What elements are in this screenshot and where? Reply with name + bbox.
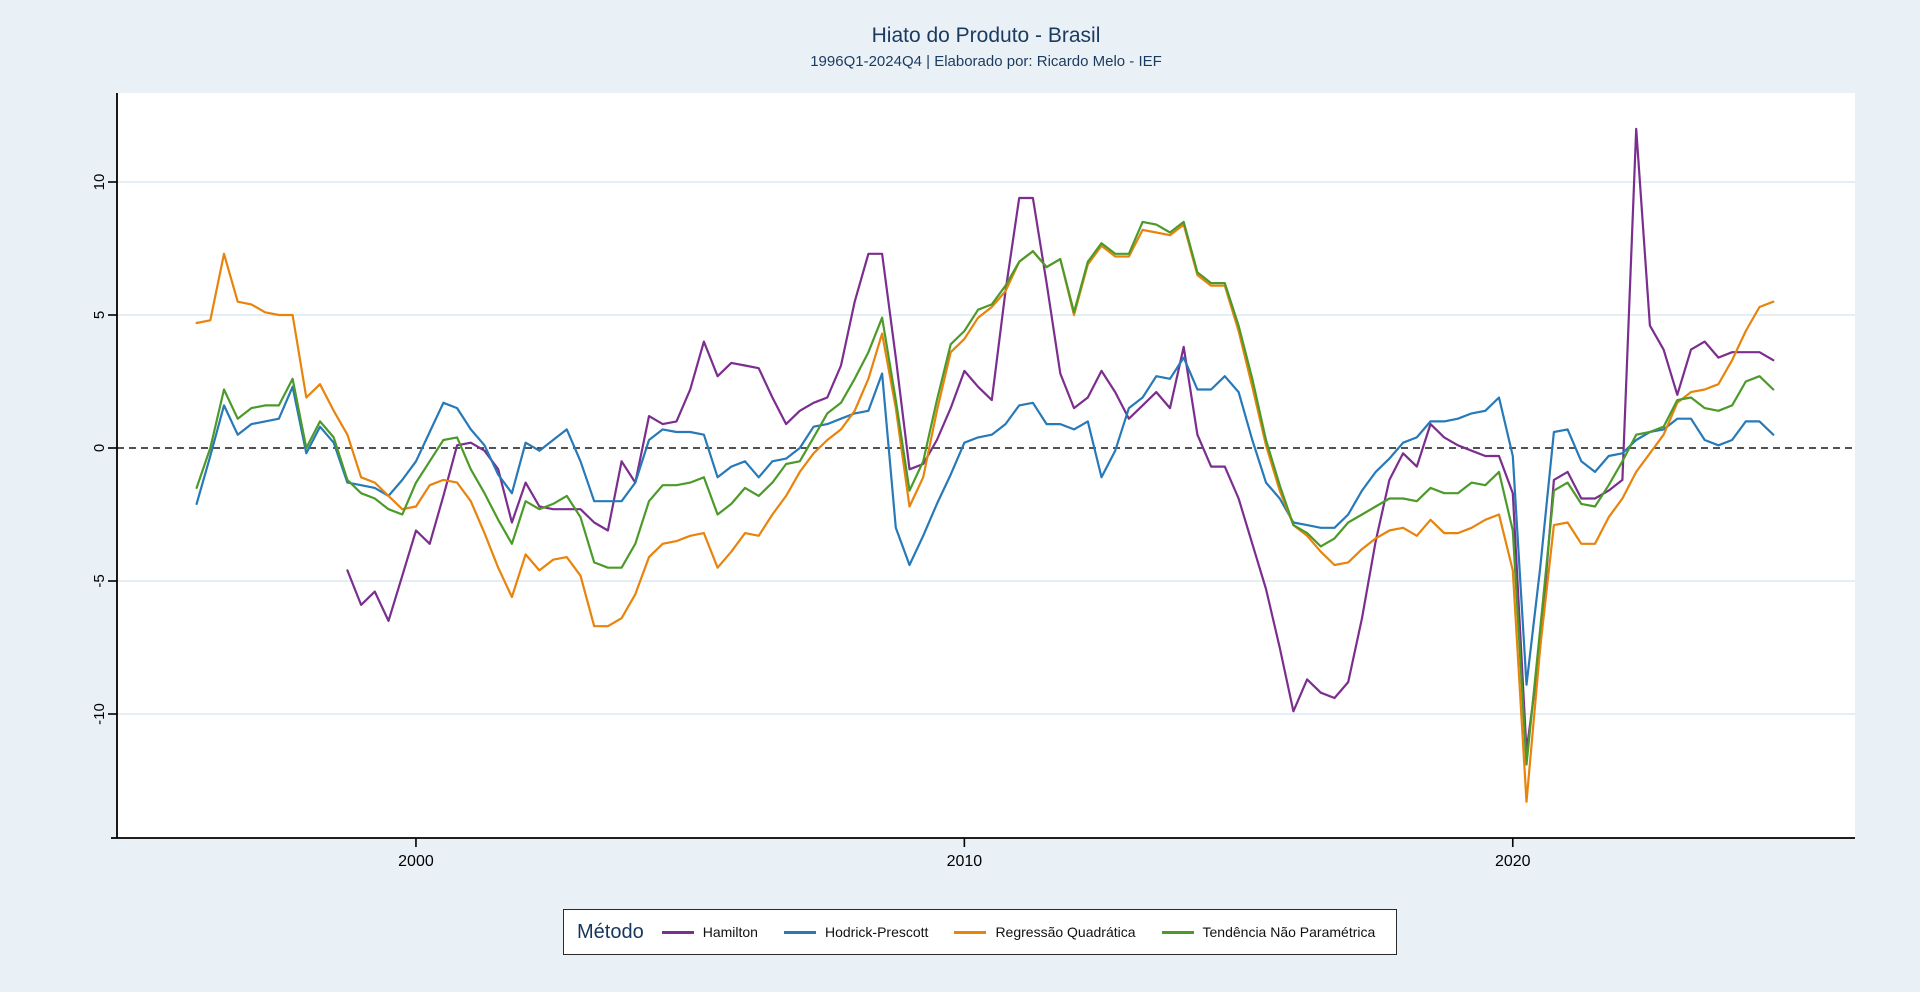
legend-item-hodrick-prescott: Hodrick-Prescott: [783, 924, 929, 940]
x-tick-label: 2020: [1495, 853, 1531, 870]
legend-item-regressao-quadratica: Regressão Quadrática: [954, 924, 1136, 940]
legend-item-tendencia-nao-parametrica: Tendência Não Paramétrica: [1161, 924, 1376, 940]
legend-item-hamilton: Hamilton: [661, 924, 758, 940]
series-line-Regressão Quadrática: [195, 223, 1775, 803]
tendencia-nao-parametrica-line-swatch: [1161, 930, 1194, 934]
x-tick-label: 2010: [947, 853, 983, 870]
y-tick-label: 10: [91, 174, 108, 191]
legend-box: Método Hamilton Hodrick-Prescott Regress…: [563, 909, 1397, 955]
legend-label-hamilton: Hamilton: [702, 924, 758, 940]
legend-title: Método: [577, 920, 644, 943]
legend-label-hodrick-prescott: Hodrick-Prescott: [824, 924, 929, 940]
regressao-quadratica-line-swatch: [954, 930, 987, 934]
series-line-Tendência Não Paramétrica: [195, 220, 1775, 766]
hamilton-line-swatch: [661, 930, 694, 934]
chart-subtitle: 1996Q1-2024Q4 | Elaborado por: Ricardo M…: [810, 53, 1162, 70]
y-tick-label: 0: [91, 444, 108, 452]
y-tick-label: -10: [91, 703, 108, 725]
legend-label-tendencia-nao-parametrica: Tendência Não Paramétrica: [1202, 924, 1376, 940]
plot-area: [117, 93, 1855, 838]
y-tick-label: -5: [91, 574, 108, 587]
y-tick-label: 5: [91, 311, 108, 319]
x-tick-label: 2000: [398, 853, 434, 870]
hodrick-prescott-line-swatch: [783, 930, 816, 934]
legend-label-regressao-quadratica: Regressão Quadrática: [995, 924, 1136, 940]
chart-title: Hiato do Produto - Brasil: [871, 24, 1101, 47]
series-line-Hodrick-Prescott: [195, 356, 1775, 686]
